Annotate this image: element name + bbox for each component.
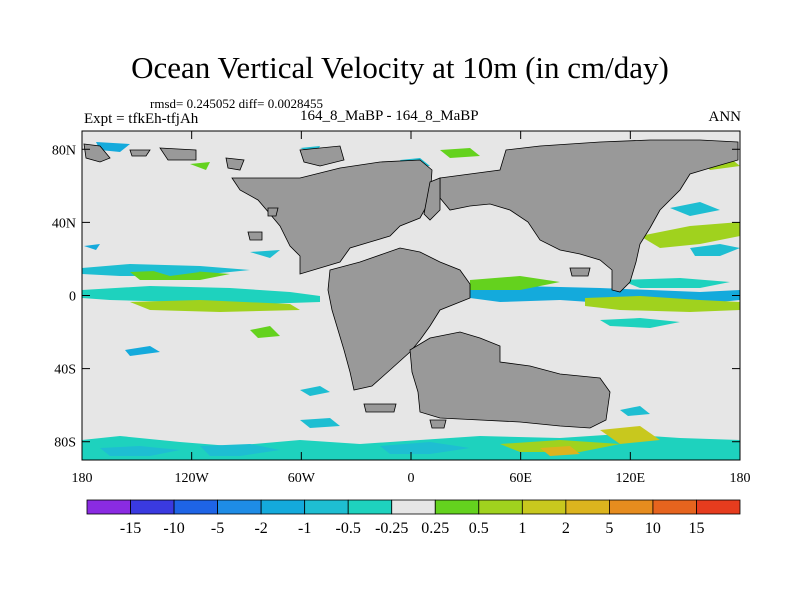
anomaly-patch <box>125 346 160 356</box>
lat-tick-label: 0 <box>69 290 76 305</box>
land-south-america <box>327 247 471 391</box>
experiment-label: Expt = tfkEh-tfjAh <box>84 111 199 127</box>
anomaly-patch <box>82 286 320 304</box>
anomaly-patch <box>620 406 650 416</box>
anomaly-patch <box>250 250 280 258</box>
colorbar-swatch <box>391 499 436 515</box>
anomaly-patch <box>600 426 660 444</box>
land-small-island <box>569 267 591 277</box>
land-small-island <box>429 419 447 429</box>
colorbar-label: 10 <box>645 520 661 537</box>
colorbar: -15 -10 -5 -2 -1 -0.5 -0.25 0.25 0.5 1 2 5 10 15 <box>86 499 741 537</box>
land-north-america <box>231 159 433 275</box>
land-arctic-islands <box>83 143 111 163</box>
colorbar-label: -0.25 <box>375 520 408 537</box>
anomaly-patch <box>380 442 470 454</box>
land-arctic-islands <box>225 157 245 171</box>
lon-tick-label: 180 <box>730 471 751 486</box>
colorbar-swatch <box>347 499 393 515</box>
colorbar-label: -15 <box>120 520 141 537</box>
land-antarctica <box>409 331 611 429</box>
anomaly-patch <box>585 296 740 312</box>
colorbar-label: 2 <box>562 520 570 537</box>
colorbar-label: -10 <box>163 520 184 537</box>
anomaly-patch <box>670 202 720 216</box>
colorbar-label: 15 <box>688 520 704 537</box>
anomaly-patch <box>84 244 100 250</box>
colorbar-swatch <box>609 499 654 515</box>
anomaly-patch <box>96 142 130 152</box>
colorbar-label: 0.5 <box>469 520 489 537</box>
colorbar-swatch <box>696 499 741 515</box>
lon-tick-label: 0 <box>408 471 415 486</box>
colorbar-label: 0.25 <box>421 520 449 537</box>
anomaly-patch <box>300 418 340 428</box>
land-arctic-islands <box>129 149 151 157</box>
anomaly-patch <box>130 270 230 280</box>
plot-title: Ocean Vertical Velocity at 10m (in cm/da… <box>131 50 669 85</box>
anomaly-patch <box>690 244 740 256</box>
colorbar-label: -2 <box>254 520 267 537</box>
anomaly-patch <box>470 276 560 290</box>
land-small-island <box>267 207 279 217</box>
lon-tick-label: 60W <box>288 471 316 486</box>
colorbar-swatch <box>173 499 218 515</box>
colorbar-swatch <box>478 499 523 515</box>
axis-ticks <box>81 131 741 460</box>
land-small-island <box>247 231 263 241</box>
axis-tick-labels: 180 120W 60W 0 60E 120E 180 80N 40N 0 40S 80S <box>52 143 751 486</box>
land-arctic-islands <box>159 147 197 161</box>
case-label: 164_8_MaBP - 164_8_MaBP <box>300 108 479 124</box>
lon-tick-label: 60E <box>509 471 532 486</box>
anomaly-patch <box>100 446 180 456</box>
lon-tick-label: 120E <box>616 471 646 486</box>
land-layer <box>83 139 739 429</box>
map-plot-area <box>81 130 741 461</box>
lon-tick-label: 120W <box>175 471 210 486</box>
anomaly-patch <box>620 278 730 288</box>
colorbar-swatch <box>217 499 262 515</box>
anomaly-patch <box>440 148 480 158</box>
land-small-island <box>363 403 397 413</box>
anomaly-patch <box>540 446 580 456</box>
anomaly-patch <box>300 386 330 396</box>
land-europe <box>423 177 441 221</box>
stats-line: rmsd= 0.245052 diff= 0.0028455 <box>150 96 323 111</box>
colorbar-swatch <box>304 499 349 515</box>
colorbar-swatch <box>434 499 480 515</box>
land-eurasia <box>439 139 739 293</box>
colorbar-swatch <box>130 499 175 515</box>
anomaly-patch <box>200 444 280 456</box>
lat-tick-label: 40S <box>54 363 76 378</box>
anomaly-patch <box>640 222 740 248</box>
colorbar-label: -5 <box>211 520 224 537</box>
colorbar-label: -0.5 <box>336 520 361 537</box>
anomaly-patch <box>500 440 620 452</box>
lon-tick-label: 180 <box>72 471 93 486</box>
colorbar-label: -1 <box>298 520 311 537</box>
lat-tick-label: 40N <box>52 216 76 231</box>
anomaly-patch <box>150 266 200 276</box>
colorbar-label: 1 <box>518 520 526 537</box>
lat-tick-label: 80S <box>54 436 76 451</box>
colorbar-label: 5 <box>605 520 613 537</box>
anomaly-patch <box>600 318 680 328</box>
colorbar-swatch <box>260 499 306 515</box>
velocity-anomaly-layer <box>82 142 740 460</box>
anomaly-patch <box>190 162 210 170</box>
colorbar-swatch <box>521 499 567 515</box>
anomaly-patch <box>250 326 280 338</box>
season-label: ANN <box>708 109 742 125</box>
colorbar-swatch <box>652 499 697 515</box>
anomaly-patch <box>130 300 300 312</box>
colorbar-swatch <box>565 499 610 515</box>
colorbar-swatch <box>86 499 131 515</box>
lat-tick-label: 80N <box>52 143 76 158</box>
land-greenland <box>299 145 345 167</box>
